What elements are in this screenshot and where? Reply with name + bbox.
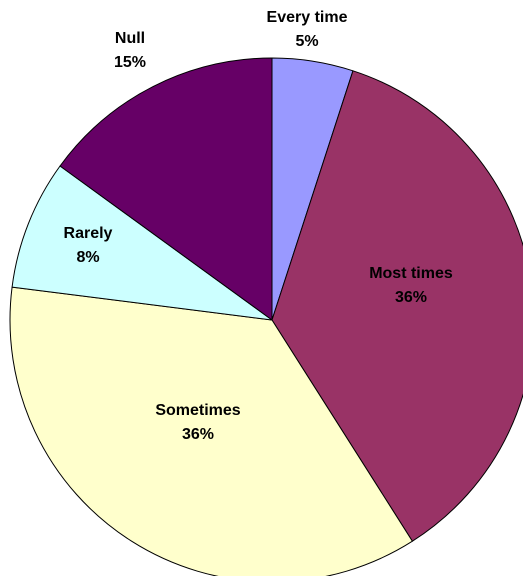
data-label-rarely: Rarely 8% (64, 225, 113, 266)
data-label-null: Null 15% (114, 30, 146, 71)
pie-slice-null (59, 57, 273, 321)
data-label-percent: 15% (114, 54, 146, 71)
data-label-most-times: Most times 36% (369, 265, 453, 306)
data-label-category: Sometimes (155, 402, 240, 419)
pie-slice-most-times (271, 70, 523, 542)
data-label-category: Most times (369, 265, 453, 282)
data-label-percent: 36% (182, 426, 214, 443)
data-label-percent: 5% (295, 33, 318, 50)
pie-labels: Every time 5% Most times 36% Sometimes 36% Rar… (64, 9, 453, 443)
data-label-percent: 8% (76, 249, 99, 266)
data-label-category: Rarely (64, 225, 113, 242)
pie-slice-sometimes (9, 286, 413, 576)
pie-slices (9, 57, 523, 576)
data-label-category: Null (115, 30, 145, 47)
pie-slice-rarely (11, 165, 273, 321)
data-label-sometimes: Sometimes 36% (155, 402, 240, 443)
data-label-every-time: Every time 5% (267, 9, 348, 50)
data-label-percent: 36% (395, 289, 427, 306)
data-label-category: Every time (267, 9, 348, 26)
